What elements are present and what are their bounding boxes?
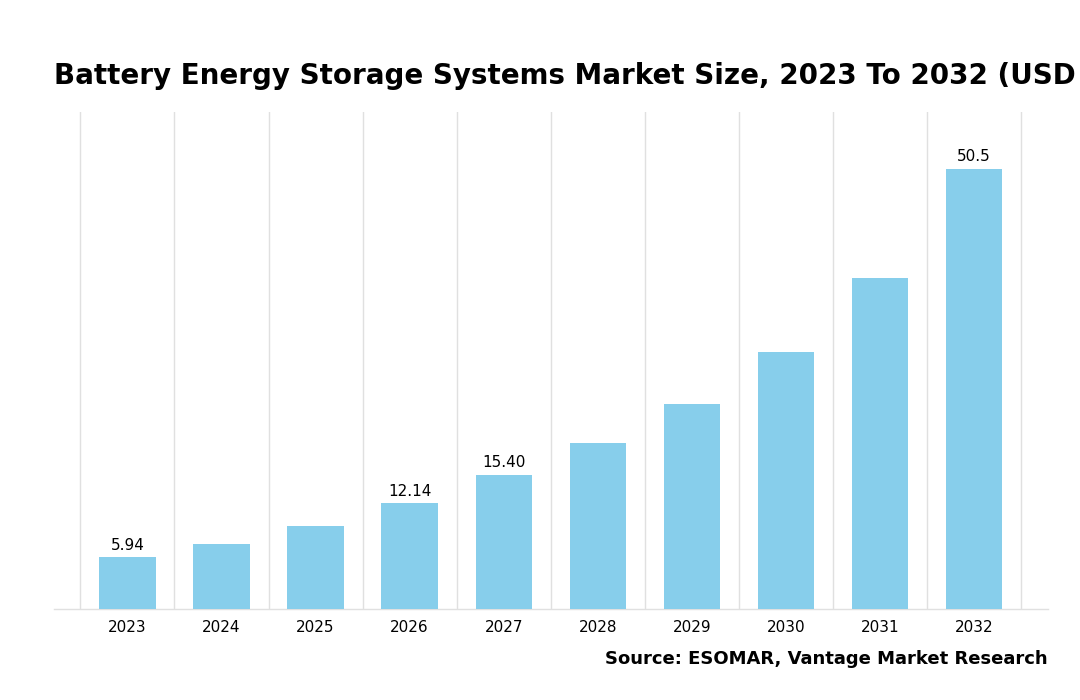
Bar bbox=[99, 557, 156, 609]
Bar bbox=[287, 526, 343, 609]
Text: 5.94: 5.94 bbox=[110, 538, 145, 553]
Bar bbox=[193, 544, 249, 609]
Bar bbox=[569, 443, 626, 609]
Bar bbox=[475, 475, 532, 609]
Bar bbox=[381, 503, 437, 609]
Text: Battery Energy Storage Systems Market Size, 2023 To 2032 (USD Billion): Battery Energy Storage Systems Market Si… bbox=[54, 62, 1080, 90]
Bar bbox=[664, 404, 720, 609]
Bar bbox=[852, 278, 908, 609]
Text: 50.5: 50.5 bbox=[957, 149, 991, 164]
Text: 15.40: 15.40 bbox=[482, 456, 526, 470]
Bar bbox=[946, 169, 1002, 609]
Bar bbox=[758, 352, 814, 609]
Text: Source: ESOMAR, Vantage Market Research: Source: ESOMAR, Vantage Market Research bbox=[605, 650, 1048, 668]
Text: 12.14: 12.14 bbox=[388, 484, 431, 499]
